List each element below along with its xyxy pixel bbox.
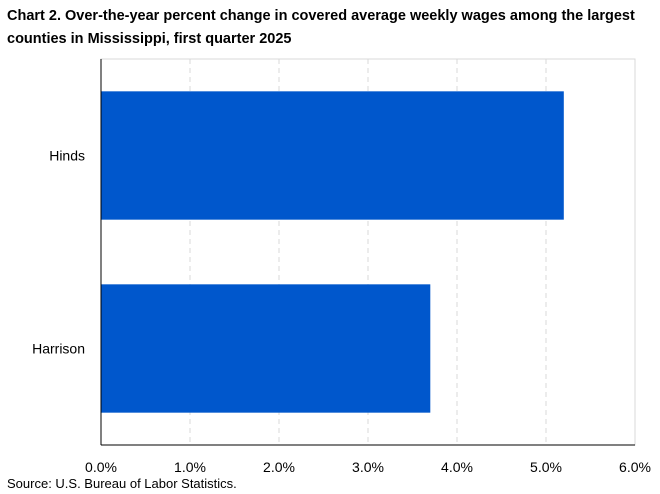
category-label: Harrison <box>32 341 85 357</box>
x-tick-label: 3.0% <box>352 459 384 475</box>
category-labels: Hinds Harrison <box>32 148 85 357</box>
x-tick-label: 5.0% <box>530 459 562 475</box>
x-axis-ticks: 0.0% 1.0% 2.0% 3.0% 4.0% 5.0% 6.0% <box>85 459 651 475</box>
x-tick-label: 0.0% <box>85 459 117 475</box>
category-label: Hinds <box>49 148 85 164</box>
x-tick-label: 1.0% <box>174 459 206 475</box>
x-tick-label: 6.0% <box>619 459 651 475</box>
bar-harrison <box>101 284 431 413</box>
bars <box>101 91 564 413</box>
x-tick-label: 4.0% <box>441 459 473 475</box>
source-note: Source: U.S. Bureau of Labor Statistics. <box>7 476 237 491</box>
chart-title: Chart 2. Over-the-year percent change in… <box>7 8 635 47</box>
x-tick-label: 2.0% <box>263 459 295 475</box>
bar-hinds <box>101 91 564 220</box>
